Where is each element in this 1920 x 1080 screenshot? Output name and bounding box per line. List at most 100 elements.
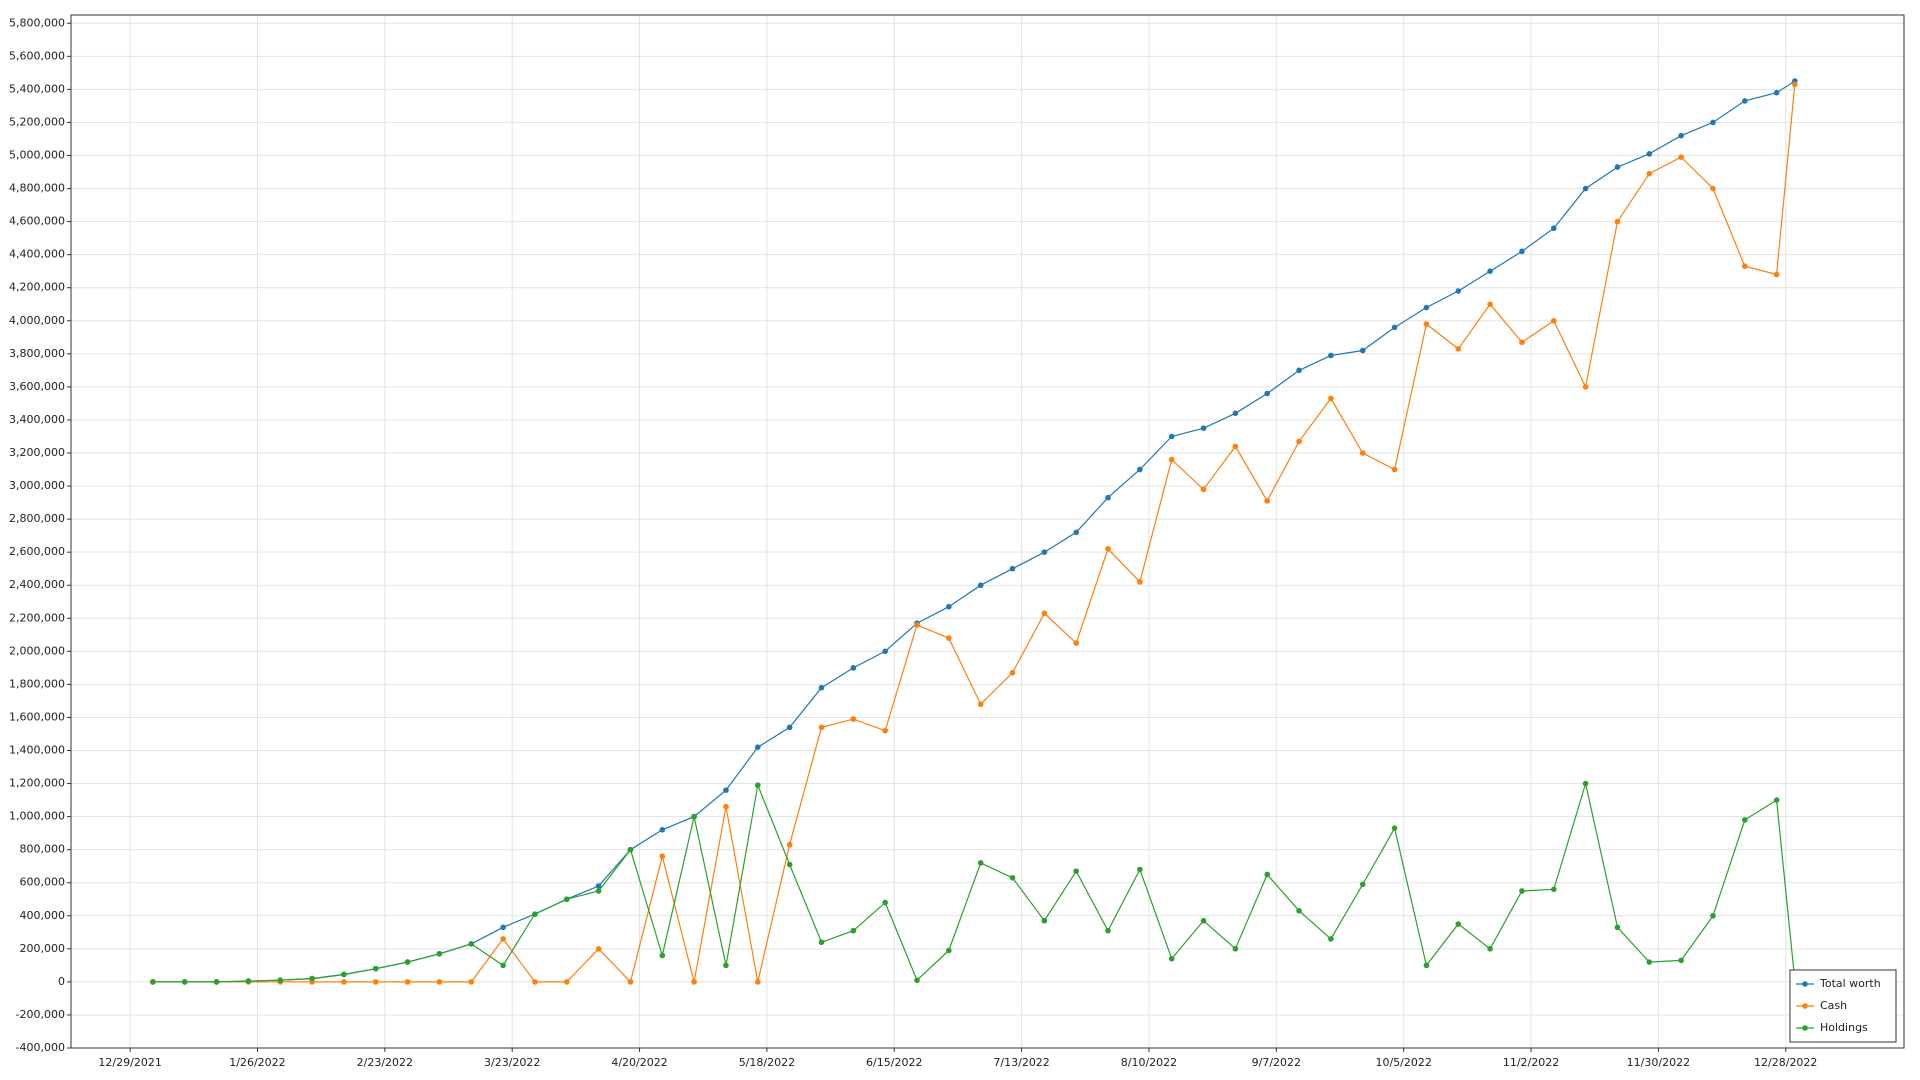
data-point (1582, 185, 1589, 192)
data-point (595, 946, 602, 952)
data-point (1614, 924, 1621, 931)
data-point (1041, 549, 1048, 555)
data-point (309, 975, 315, 982)
y-tick-label: -200,000 (16, 1008, 65, 1021)
data-point (563, 979, 570, 985)
y-tick-label: 5,400,000 (9, 82, 65, 95)
data-point (1742, 263, 1748, 270)
data-point (627, 846, 634, 853)
data-point (1487, 946, 1493, 952)
data-point (946, 947, 952, 954)
x-tick-label: 7/13/2022 (993, 1056, 1049, 1069)
data-point (755, 782, 761, 789)
data-point (500, 962, 506, 969)
legend-label: Total worth (1819, 977, 1881, 990)
data-point (532, 979, 538, 985)
y-tick-label: 2,400,000 (9, 578, 65, 591)
data-point (1232, 443, 1239, 450)
data-point (1041, 610, 1048, 617)
data-point (1200, 917, 1207, 924)
data-point (1519, 248, 1525, 255)
data-point (977, 582, 984, 589)
legend-marker (1802, 1025, 1808, 1031)
x-tick-label: 3/23/2022 (484, 1056, 540, 1069)
series-line (152, 84, 1796, 984)
y-tick-label: 3,600,000 (9, 380, 65, 393)
data-point (850, 716, 857, 722)
series-line (152, 80, 1796, 983)
x-tick-label: 2/23/2022 (357, 1056, 413, 1069)
data-point (1328, 936, 1334, 942)
data-point (181, 979, 188, 985)
data-point (1200, 486, 1207, 493)
data-point (436, 950, 443, 957)
data-point (818, 684, 825, 691)
data-point (1168, 955, 1175, 962)
data-point (595, 883, 602, 889)
x-tick-label: 1/26/2022 (229, 1056, 285, 1069)
data-point (659, 952, 666, 959)
data-point (1009, 874, 1016, 881)
legend-label: Holdings (1820, 1021, 1868, 1034)
y-tick-label: 5,000,000 (9, 148, 65, 161)
data-point (1792, 81, 1798, 88)
data-point (1073, 640, 1079, 646)
data-point (1009, 670, 1016, 676)
data-point (1073, 529, 1079, 536)
data-point (786, 841, 793, 848)
y-tick-label: 5,600,000 (9, 49, 65, 62)
x-tick-label: 10/5/2022 (1375, 1056, 1431, 1069)
data-point (1359, 347, 1366, 354)
data-point (1296, 908, 1302, 914)
data-point (1455, 288, 1462, 294)
x-tick-label: 11/30/2022 (1627, 1056, 1690, 1069)
data-point (914, 622, 920, 628)
data-point (786, 724, 793, 731)
x-tick-label: 9/7/2022 (1252, 1056, 1301, 1069)
y-tick-label: 4,000,000 (9, 314, 65, 327)
data-point (1359, 881, 1366, 888)
data-point (627, 979, 634, 985)
y-tick-label: 1,800,000 (9, 677, 65, 690)
data-point (786, 861, 793, 868)
y-tick-label: 200,000 (20, 942, 66, 955)
data-point (1359, 450, 1366, 456)
data-point (1646, 170, 1653, 177)
data-point (1264, 871, 1271, 878)
data-point (1391, 466, 1398, 473)
data-point (723, 962, 729, 969)
data-point (691, 979, 697, 985)
data-point (1773, 797, 1780, 803)
data-point (1582, 384, 1589, 390)
data-point (1710, 185, 1716, 192)
data-point (1550, 886, 1557, 893)
data-point (818, 939, 825, 946)
data-point (1137, 466, 1143, 473)
y-tick-label: 4,800,000 (9, 182, 65, 195)
data-point (500, 936, 506, 942)
data-point (977, 860, 984, 866)
data-point (659, 853, 666, 860)
y-tick-label: 3,800,000 (9, 347, 65, 360)
data-point (1296, 438, 1302, 445)
data-point (1073, 868, 1079, 874)
data-point (1646, 151, 1653, 157)
data-point (723, 803, 729, 810)
y-tick-label: 3,400,000 (9, 413, 65, 426)
x-tick-label: 5/18/2022 (739, 1056, 795, 1069)
y-tick-label: 1,600,000 (9, 710, 65, 723)
data-point (1423, 321, 1430, 327)
y-tick-label: 0 (58, 975, 65, 988)
data-point (1487, 301, 1493, 308)
data-point (1455, 921, 1462, 927)
data-point (850, 665, 857, 671)
data-point (1296, 367, 1302, 374)
data-point (1423, 304, 1430, 311)
data-point (1391, 324, 1398, 331)
data-point (404, 979, 411, 985)
plot-frame (70, 14, 1905, 1049)
data-point (1423, 962, 1430, 969)
data-point (1710, 119, 1716, 126)
data-point (755, 979, 761, 985)
